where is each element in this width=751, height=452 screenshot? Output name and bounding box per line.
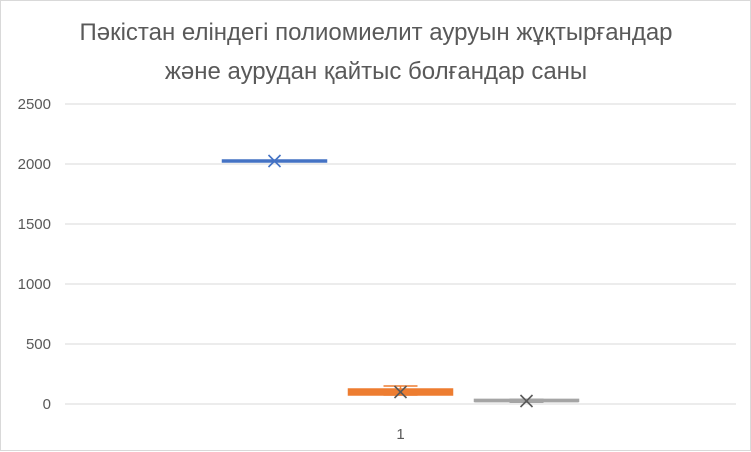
y-axis-ticks: 0 500 1000 1500 2000 2500 xyxy=(18,96,51,413)
box-plot-series-1 xyxy=(221,154,328,168)
box-plot-series-2 xyxy=(347,385,454,399)
mean-marker-b xyxy=(393,385,408,399)
y-tick-label: 2500 xyxy=(18,96,51,113)
y-tick-label: 1000 xyxy=(18,276,51,293)
chart-title-line-1: Пәкістан еліндегі полиомиелит ауруын жұқ… xyxy=(79,19,672,46)
mean-marker-b xyxy=(519,394,534,408)
y-tick-label: 2000 xyxy=(18,156,51,173)
chart-title-line-2: және аурудан қайтыс болғандар саны xyxy=(165,58,587,85)
mean-marker-b xyxy=(267,154,282,168)
y-tick-label: 500 xyxy=(26,336,51,353)
x-tick-label: 1 xyxy=(396,426,404,443)
box-plot-series-3 xyxy=(473,394,580,408)
y-tick-label: 1500 xyxy=(18,216,51,233)
x-axis-ticks: 1 xyxy=(396,426,404,443)
gridlines xyxy=(65,103,736,405)
y-tick-label: 0 xyxy=(43,396,51,413)
box-series xyxy=(221,154,580,408)
